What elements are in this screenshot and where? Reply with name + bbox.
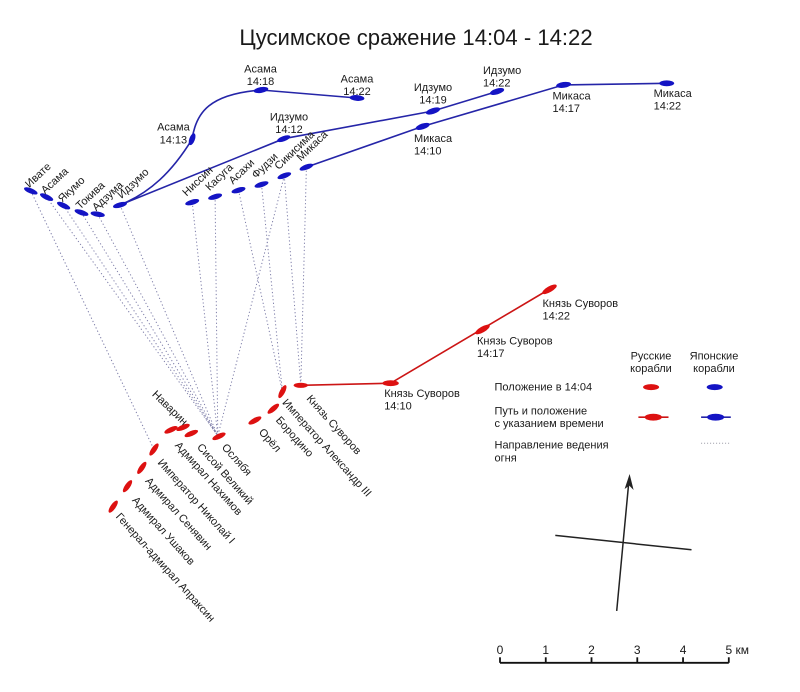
svg-text:огня: огня xyxy=(495,453,517,465)
svg-text:Асама: Асама xyxy=(244,64,278,76)
svg-text:Микаса: Микаса xyxy=(654,88,693,100)
svg-text:с указанием времени: с указанием времени xyxy=(495,418,604,430)
svg-text:Микаса: Микаса xyxy=(414,133,453,145)
svg-text:Русские: Русские xyxy=(631,350,672,362)
svg-text:Идзумо: Идзумо xyxy=(270,112,308,124)
svg-text:Князь Суворов: Князь Суворов xyxy=(384,388,460,400)
svg-text:Путь и положение: Путь и положение xyxy=(495,406,588,418)
svg-text:1: 1 xyxy=(542,643,549,657)
svg-text:Микаса: Микаса xyxy=(553,91,592,103)
svg-text:14:19: 14:19 xyxy=(419,95,447,107)
svg-text:14:12: 14:12 xyxy=(275,124,303,136)
svg-text:14:22: 14:22 xyxy=(343,86,371,98)
svg-text:4: 4 xyxy=(680,643,687,657)
svg-text:Идзумо: Идзумо xyxy=(414,82,452,94)
svg-text:Князь Суворов: Князь Суворов xyxy=(477,336,553,348)
svg-text:Японские: Японские xyxy=(690,350,739,362)
svg-text:Идзумо: Идзумо xyxy=(483,65,521,77)
svg-text:Князь Суворов: Князь Суворов xyxy=(543,298,619,310)
svg-text:14:18: 14:18 xyxy=(247,76,275,88)
svg-text:14:22: 14:22 xyxy=(654,101,682,113)
svg-text:5: 5 xyxy=(725,643,732,657)
svg-text:14:17: 14:17 xyxy=(477,348,505,360)
svg-text:14:22: 14:22 xyxy=(483,78,511,90)
svg-text:3: 3 xyxy=(634,643,641,657)
svg-text:корабли: корабли xyxy=(630,363,672,375)
svg-text:0: 0 xyxy=(497,643,504,657)
svg-text:Цусимское сражение 14:04 - 14:: Цусимское сражение 14:04 - 14:22 xyxy=(239,25,592,50)
svg-text:14:17: 14:17 xyxy=(553,103,581,115)
svg-text:Положение в 14:04: Положение в 14:04 xyxy=(495,382,593,394)
svg-text:2: 2 xyxy=(588,643,595,657)
svg-text:Асама: Асама xyxy=(341,74,375,86)
svg-text:14:13: 14:13 xyxy=(160,134,188,146)
svg-text:Асама: Асама xyxy=(157,122,191,134)
svg-text:14:10: 14:10 xyxy=(414,146,442,158)
svg-text:корабли: корабли xyxy=(693,363,735,375)
svg-text:14:10: 14:10 xyxy=(384,401,412,413)
svg-text:км: км xyxy=(736,643,750,657)
svg-text:14:22: 14:22 xyxy=(543,311,571,323)
svg-text:Направление ведения: Направление ведения xyxy=(495,440,609,452)
